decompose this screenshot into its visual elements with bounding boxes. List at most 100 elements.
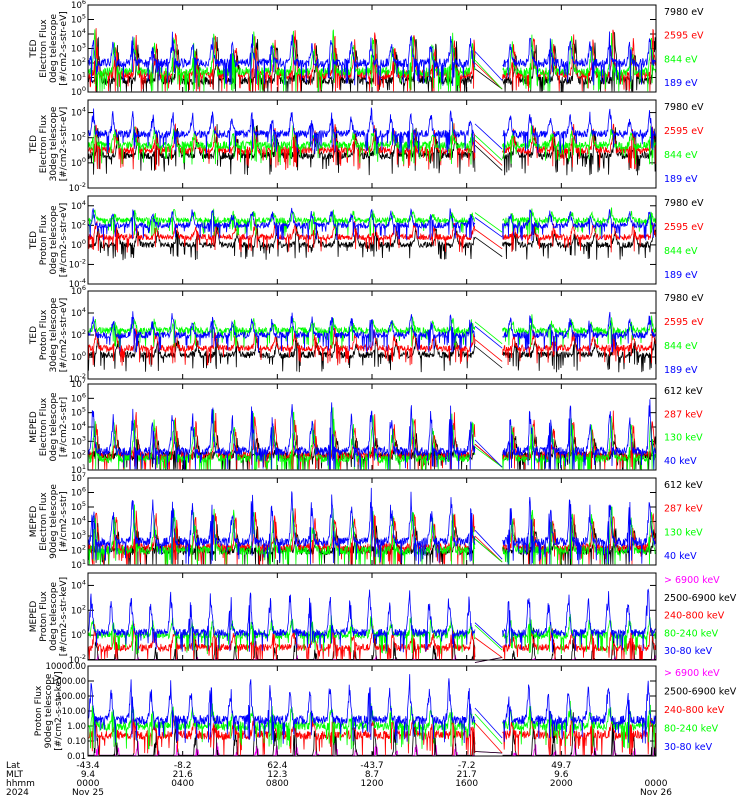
y-tick-label: 100 [71,85,86,98]
legend-entry: 80-240 keV [664,724,719,735]
y-tick-label: 10-4 [69,277,86,290]
y-tick-label: 101 [71,558,86,571]
legend-entry: 30-80 keV [664,742,713,753]
y-tick-label: 105 [71,13,86,26]
x-tick-label: 49.7 [551,761,571,771]
x-tick-label: 0400 [171,779,194,789]
x-tick-label: 1200 [361,779,384,789]
legend-entry: 30-80 keV [664,646,713,657]
y-tick-label: 100 [71,350,86,363]
panel-frame [87,99,657,189]
series-gap-line-4 [474,325,503,349]
legend-entry: 130 keV [664,433,703,444]
y-axis-label-line: Proton Flux [39,214,49,265]
panel-8: 0.010.101.0010.00100.001000.0010000.00Pr… [34,662,737,762]
legend-entry: 844 eV [664,54,698,65]
series-gap-line-1 [474,68,503,90]
legend-entry: 2595 eV [664,126,704,137]
y-axis-label: TED Electron Flux 0deg telescope [#/cm2-s-s… [29,11,69,86]
y-axis-label-line: [#/cm2-s-str-keV] [54,671,64,750]
legend-entry: 612 keV [664,480,703,491]
y-tick-label: 0.01 [67,752,86,762]
series-gap-line-3 [474,637,503,658]
y-tick-label: 10-2 [69,181,86,194]
panel-frame [87,4,657,93]
legend-entry: 7980 eV [664,7,704,18]
series-gap-line-4 [474,217,503,238]
y-tick-label: 102 [71,603,86,616]
y-axis-label: MEPED Proton Flux 0deg telescope [#/cm2-s-s… [29,577,69,656]
x-tick-label: Nov 25 [72,788,104,798]
y-axis-label-line: [#/cm2-s-str] [59,397,69,457]
y-tick-label: 104 [71,420,86,433]
series-gap-line-2 [474,139,503,166]
y-axis-label-line: MEPED [29,506,39,538]
legend-entry: 2595 eV [664,31,704,42]
y-tick-label: 107 [71,377,86,390]
x-tick-label: 21.7 [457,770,477,780]
series-gap-line-3 [474,321,503,345]
legend-entry: 240-800 keV [664,705,725,716]
series-gap-line-1 [474,236,503,257]
x-tick-label: -7.2 [458,761,476,771]
x-tick-label: 0000 [645,779,668,789]
x-axis-row-label: 2024 [6,788,29,798]
series-gap-line-4 [474,123,503,150]
series-line-4 [88,487,656,565]
y-axis-label-line: Electron Flux [39,397,49,456]
y-axis-label-line: [#/cm2-s-str-eV] [59,107,69,182]
panel-frame [87,383,657,471]
series-gap-line-2 [474,228,503,250]
y-tick-label: 101 [71,463,86,476]
y-axis-label-line: MEPED [29,411,39,443]
y-axis-label-line: Electron Flux [39,114,49,173]
y-axis-label-line: [#/cm2-s-str-eV] [59,203,69,278]
series-line-4 [88,311,656,353]
y-axis-label-line: TED [29,135,39,154]
series-gap-line-1 [474,144,503,171]
x-axis-row-label: Lat [6,761,21,771]
y-tick-label: 102 [71,56,86,69]
y-tick-label: 104 [71,306,86,319]
y-axis-label-line: Proton Flux [39,591,49,642]
y-tick-label: 103 [71,434,86,447]
y-tick-label: 102 [71,218,86,231]
legend-entry: 40 keV [664,551,697,562]
series-gap-line-4 [474,439,503,468]
y-tick-label: 104 [71,199,86,212]
y-tick-label: 102 [71,328,86,341]
series-line-5 [88,674,656,744]
y-tick-label: 106 [71,0,86,11]
y-tick-label: 104 [71,27,86,40]
y-axis-label-line: Electron Flux [39,492,49,551]
panel-frame [87,477,657,566]
legend-entry: 844 eV [664,150,698,161]
x-tick-label: 0800 [266,779,289,789]
series-gap-line-5 [474,707,503,739]
y-tick-label: 105 [71,406,86,419]
y-tick-label: 103 [71,529,86,542]
y-tick-label: 10-2 [69,372,86,385]
series-line-5 [88,588,656,653]
y-tick-label: 10-2 [69,257,86,270]
x-tick-label: Nov 26 [640,788,672,798]
x-axis-row-label: MLT [6,770,24,780]
y-axis-label-line: [#/cm2-s-str-keV] [59,577,69,656]
y-axis-label-line: 90deg telescope [44,673,54,748]
y-tick-label: 1000.00 [51,677,86,687]
series-line-4 [88,207,656,241]
series-gap-line-4 [474,624,503,651]
series-gap-line-2 [474,339,503,362]
y-axis-label-line: TED [29,231,39,250]
series-line-2 [88,712,656,756]
y-tick-label: 100 [71,628,86,641]
y-tick-label: 103 [71,42,86,55]
y-axis-label-line: 30deg telescope [49,106,59,181]
y-tick-label: 104 [71,515,86,528]
